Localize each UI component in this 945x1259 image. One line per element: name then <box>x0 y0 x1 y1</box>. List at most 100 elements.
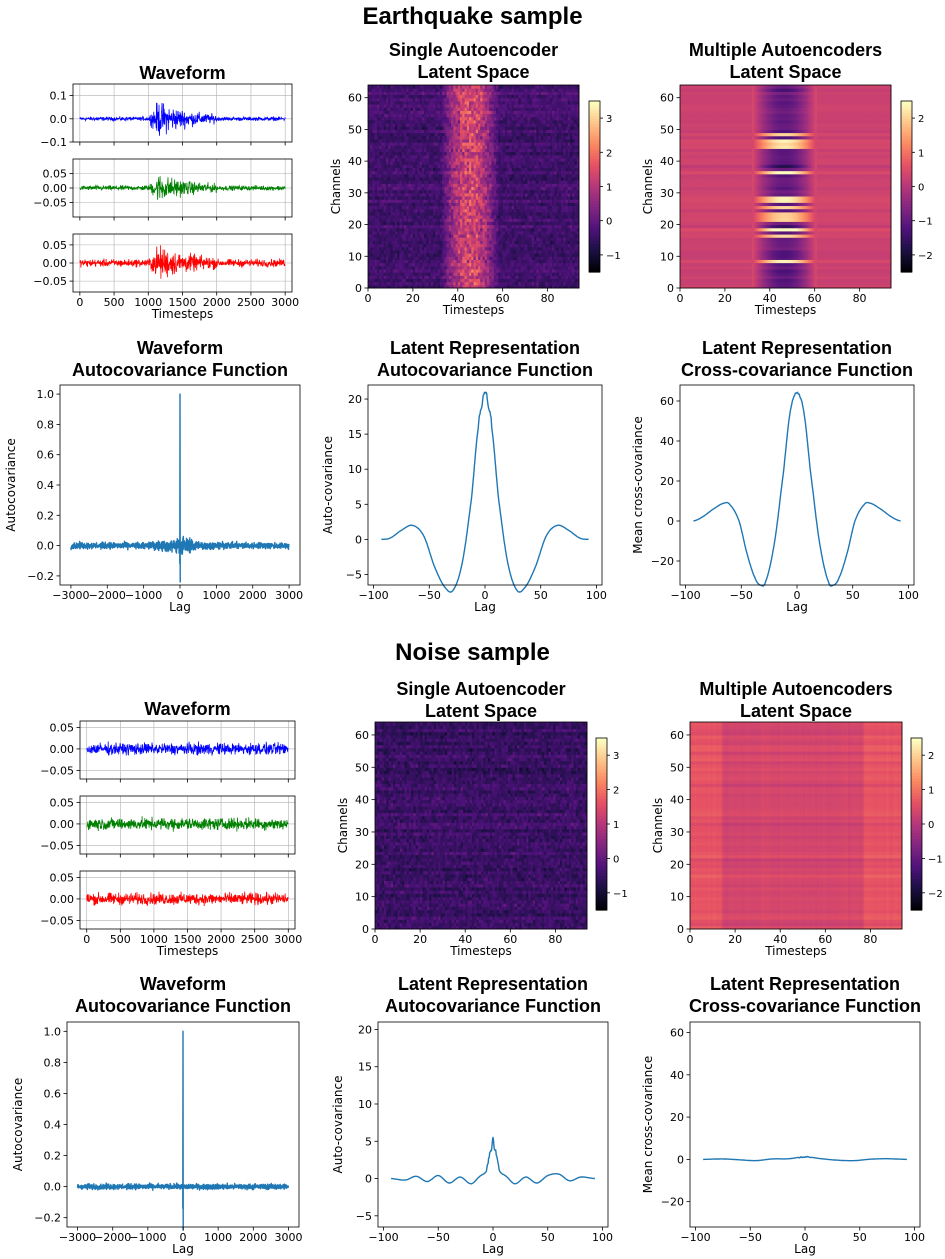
heatmap-cell <box>475 246 479 251</box>
heatmap-cell <box>498 205 501 210</box>
heatmap-cell <box>482 170 486 175</box>
heatmap-cell <box>392 268 396 273</box>
heatmap-cell <box>525 205 528 210</box>
heatmap-cell <box>554 183 558 187</box>
heatmap-cell <box>372 265 376 270</box>
heatmap-cell <box>469 243 472 248</box>
heatmap-cell <box>511 215 515 219</box>
heatmap-cell <box>428 205 432 210</box>
heatmap-cell <box>397 199 400 203</box>
eq-waveform-panel: −0.10.00.1 <box>40 83 293 149</box>
heatmap-cell <box>403 243 407 248</box>
heatmap-cell <box>439 170 443 175</box>
heatmap-cell <box>516 224 519 229</box>
heatmap-cell <box>428 202 432 207</box>
heatmap-cell <box>383 167 387 172</box>
heatmap-cell <box>428 192 432 197</box>
heatmap-cell <box>498 199 501 203</box>
heatmap-cell <box>513 208 517 213</box>
heatmap-cell <box>392 180 396 184</box>
heatmap-cell <box>572 173 576 178</box>
heatmap-cell <box>462 230 466 235</box>
heatmap-cell <box>466 227 470 232</box>
heatmap-cell <box>457 215 461 219</box>
heatmap-cell <box>426 253 430 257</box>
heatmap-cell <box>489 275 492 279</box>
heatmap-cell <box>379 202 382 207</box>
heatmap-cell <box>482 284 486 289</box>
heatmap-cell <box>394 259 398 264</box>
heatmap-cell <box>493 199 497 203</box>
heatmap-cell <box>552 278 555 283</box>
heatmap-cell <box>570 196 573 200</box>
heatmap-cell <box>507 208 510 213</box>
heatmap-cell <box>457 205 461 210</box>
heatmap-cell <box>538 259 542 264</box>
heatmap-cell <box>408 192 412 197</box>
heatmap-cell <box>466 253 470 257</box>
heatmap-cell <box>424 259 427 264</box>
heatmap-cell <box>504 268 508 273</box>
heatmap-cell <box>558 246 562 251</box>
heatmap-cell <box>460 176 463 181</box>
heatmap-cell <box>406 234 409 238</box>
heatmap-cell <box>424 183 427 187</box>
heatmap-cell <box>565 284 569 289</box>
heatmap-cell <box>370 176 373 181</box>
heatmap-cell <box>543 170 546 175</box>
heatmap-cell <box>408 243 412 248</box>
heatmap-cell <box>570 186 573 191</box>
heatmap-cell <box>388 211 391 216</box>
heatmap-cell <box>442 227 445 232</box>
heatmap-cell <box>388 192 391 197</box>
heatmap-cell <box>410 259 414 264</box>
heatmap-cell <box>525 234 528 238</box>
heatmap-cell <box>572 167 576 172</box>
heatmap-cell <box>446 265 450 270</box>
heatmap-cell <box>538 284 542 289</box>
heatmap-cell <box>534 211 537 216</box>
heatmap-cell <box>383 275 387 279</box>
heatmap-cell <box>534 240 537 245</box>
heatmap-cell <box>462 246 466 251</box>
heatmap-cell <box>484 211 488 216</box>
heatmap-cell <box>480 281 483 286</box>
heatmap-cell <box>390 202 394 207</box>
heatmap-cell <box>493 237 497 241</box>
heatmap-cell <box>428 161 432 165</box>
heatmap-cell <box>417 167 421 172</box>
heatmap-cell <box>376 272 380 276</box>
heatmap-cell <box>426 173 430 178</box>
heatmap-cell <box>442 259 445 264</box>
heatmap-cell <box>406 205 409 210</box>
heatmap-cell <box>439 196 443 200</box>
heatmap-cell <box>442 246 445 251</box>
heatmap-cell <box>410 237 414 241</box>
heatmap-cell <box>536 215 540 219</box>
heatmap-cell <box>567 176 571 181</box>
heatmap-cell <box>475 183 479 187</box>
heatmap-cell <box>509 265 513 270</box>
heatmap-cell <box>567 170 571 175</box>
heatmap-cell <box>576 218 580 222</box>
heatmap-cell <box>435 161 439 165</box>
heatmap-cell <box>576 256 580 260</box>
heatmap-cell <box>576 173 580 178</box>
heatmap-cell <box>547 215 551 219</box>
heatmap-cell <box>480 237 483 241</box>
heatmap-cell <box>417 249 421 254</box>
heatmap-cell <box>520 278 524 283</box>
eq-waveform-y-tick-label: −0.05 <box>33 197 67 210</box>
heatmap-cell <box>446 180 450 184</box>
heatmap-cell <box>520 272 524 276</box>
heatmap-cell <box>417 265 421 270</box>
heatmap-cell <box>392 202 396 207</box>
heatmap-cell <box>381 167 385 172</box>
heatmap-cell <box>394 278 398 283</box>
heatmap-cell <box>451 275 454 279</box>
heatmap-cell <box>576 161 580 165</box>
heatmap-cell <box>534 259 537 264</box>
heatmap-cell <box>421 262 425 267</box>
heatmap-cell <box>390 281 394 286</box>
heatmap-cell <box>511 230 515 235</box>
